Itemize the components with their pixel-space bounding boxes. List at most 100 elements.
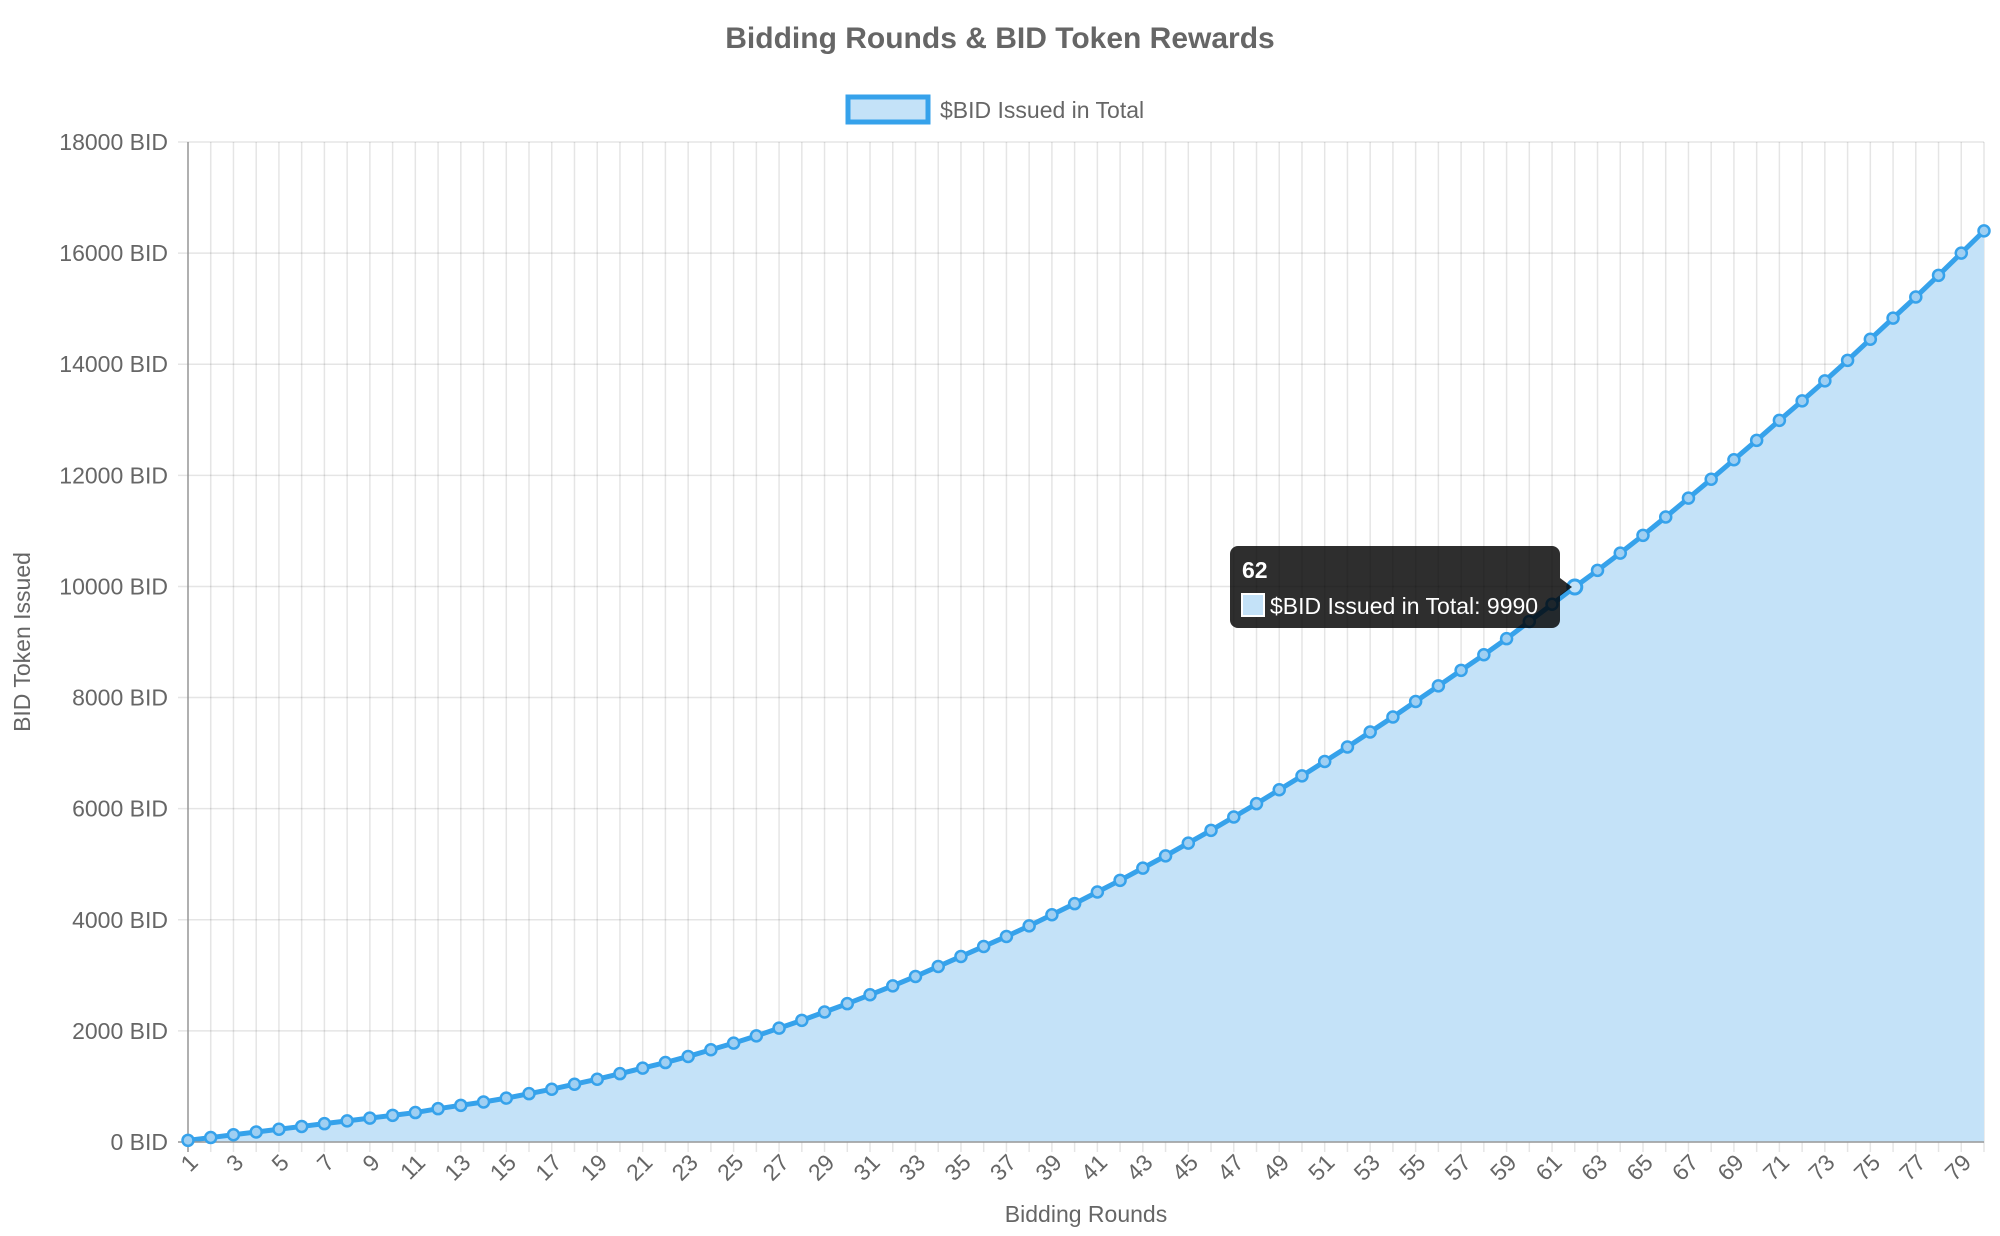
data-point [408, 1105, 423, 1120]
data-point [1454, 663, 1468, 678]
data-point [1749, 433, 1764, 448]
x-tick-label: 17 [530, 1149, 566, 1185]
y-tick-label: 18000 BID [59, 129, 168, 155]
x-tick-label: 63 [1576, 1149, 1612, 1185]
x-tick-label: 35 [939, 1149, 975, 1185]
x-tick-label: 33 [894, 1149, 930, 1185]
x-tick-label: 29 [803, 1149, 839, 1185]
data-point [1795, 394, 1809, 408]
x-tick-label: 75 [1849, 1149, 1885, 1185]
x-tick-label: 71 [1758, 1149, 1794, 1185]
legend[interactable]: $BID Issued in Total [845, 94, 1144, 125]
data-point [704, 1043, 718, 1057]
data-point [567, 1077, 582, 1091]
data-points [181, 224, 1991, 1148]
data-point [363, 1111, 377, 1125]
data-point [1408, 694, 1423, 709]
data-point [1363, 725, 1377, 739]
data-point [1954, 246, 1969, 260]
data-point [726, 1036, 741, 1050]
x-tick-label: 19 [576, 1149, 612, 1185]
data-point [613, 1066, 627, 1081]
data-point [976, 939, 991, 954]
x-tick-label: 77 [1894, 1149, 1930, 1185]
data-point [1045, 908, 1059, 922]
x-tick-label: 37 [985, 1149, 1021, 1185]
data-point [1113, 873, 1127, 888]
data-point [1681, 491, 1696, 505]
data-point [1931, 268, 1946, 283]
x-tick-label: 27 [757, 1149, 793, 1185]
x-tick-label: 61 [1530, 1149, 1566, 1185]
x-tick-label: 79 [1940, 1149, 1976, 1185]
x-tick-label: 25 [712, 1149, 748, 1185]
chart-title: Bidding Rounds & BID Token Rewards [725, 22, 1274, 55]
data-point [1818, 374, 1832, 388]
x-tick-label: 15 [485, 1149, 521, 1185]
x-axis-ticks: 1 3 5 7 9 11 13 15 17 19 21 23 25 27 29 31 33 35 37 39 41 43 4… [175, 1149, 1976, 1185]
data-point [681, 1049, 695, 1064]
y-tick-label: 14000 BID [59, 351, 168, 377]
y-tick-label: 16000 BID [59, 240, 168, 266]
tooltip-box [1230, 546, 1560, 628]
y-tick-label: 10000 BID [59, 573, 168, 599]
data-point [544, 1082, 559, 1096]
data-point [1295, 769, 1309, 783]
data-point [590, 1072, 604, 1086]
data-point [954, 949, 968, 964]
data-point [1272, 783, 1286, 797]
x-tick-label: 11 [395, 1149, 430, 1184]
x-tick-label: 31 [848, 1149, 884, 1185]
data-point [795, 1013, 809, 1028]
data-point [931, 959, 945, 974]
x-tick-label: 9 [357, 1149, 384, 1176]
data-point [1249, 796, 1264, 811]
data-point [1477, 648, 1491, 662]
data-point [863, 988, 877, 1002]
series-area-fill [188, 230, 1984, 1142]
data-point [249, 1125, 263, 1139]
y-tick-label: 6000 BID [72, 796, 168, 822]
data-point [1863, 332, 1878, 346]
data-point [1317, 754, 1332, 769]
data-point [385, 1108, 400, 1123]
x-tick-label: 21 [621, 1149, 657, 1185]
data-point [226, 1128, 241, 1142]
x-tick-label: 13 [439, 1149, 475, 1185]
data-point [431, 1101, 445, 1116]
data-point [635, 1061, 650, 1075]
data-point [1658, 510, 1673, 524]
data-point [1613, 546, 1628, 560]
x-tick-label: 41 [1076, 1149, 1112, 1185]
x-tick-label: 1 [175, 1149, 202, 1176]
y-tick-label: 12000 BID [59, 462, 168, 488]
data-point [1977, 224, 1991, 238]
data-point [1136, 861, 1150, 875]
y-tick-label: 4000 BID [72, 907, 168, 933]
data-point [1067, 896, 1082, 911]
x-tick-label: 39 [1030, 1149, 1066, 1185]
x-tick-label: 57 [1439, 1149, 1475, 1185]
data-point [1431, 679, 1446, 693]
data-point [1909, 290, 1923, 304]
data-point [1704, 472, 1718, 486]
y-tick-label: 2000 BID [72, 1018, 168, 1044]
data-point [1227, 810, 1241, 824]
x-tick-label: 65 [1621, 1149, 1657, 1185]
y-tick-label: 0 BID [110, 1129, 168, 1155]
x-tick-label: 51 [1303, 1149, 1339, 1185]
x-tick-label: 5 [266, 1149, 293, 1176]
data-point [1499, 631, 1514, 646]
data-point [203, 1130, 218, 1145]
x-tick-label: 7 [312, 1149, 339, 1176]
data-point [658, 1055, 673, 1070]
x-tick-label: 47 [1212, 1149, 1248, 1185]
x-tick-label: 73 [1803, 1149, 1839, 1185]
data-point [340, 1114, 354, 1128]
data-point [886, 979, 900, 993]
tooltip-title: 62 [1242, 557, 1268, 583]
data-point [1158, 849, 1173, 863]
data-point [1636, 528, 1650, 543]
x-tick-label: 59 [1485, 1149, 1521, 1185]
